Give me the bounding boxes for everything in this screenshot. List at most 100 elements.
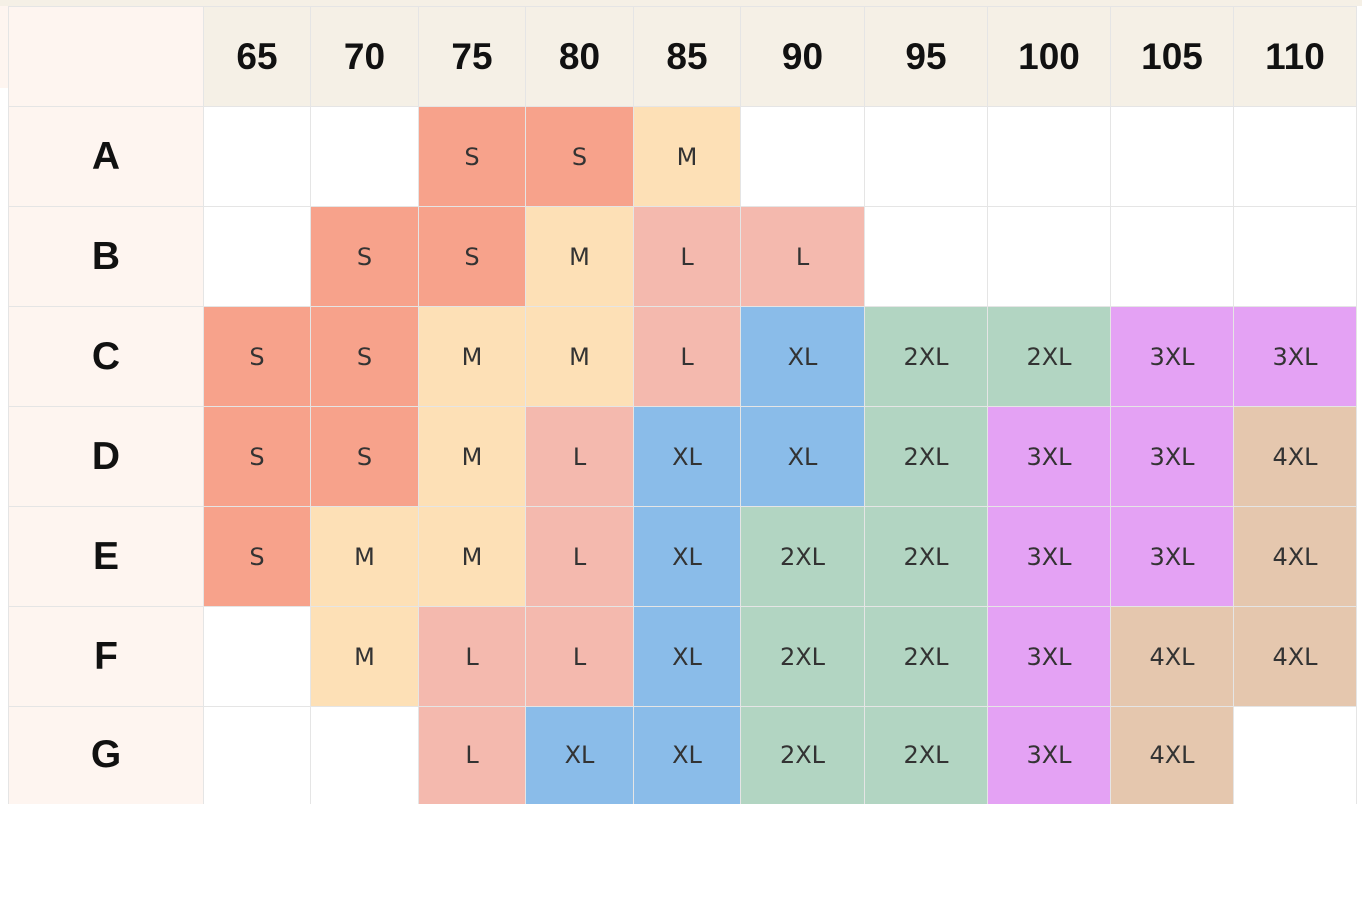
size-cell: [310, 706, 419, 804]
size-cell: S: [310, 306, 419, 407]
row-header-c: C: [8, 306, 204, 407]
size-cell: [864, 206, 988, 307]
size-cell: [310, 106, 419, 207]
row-header-b: B: [8, 206, 204, 307]
size-cell: M: [525, 306, 634, 407]
column-header-90: 90: [740, 6, 865, 107]
size-cell: [864, 106, 988, 207]
size-cell: S: [310, 206, 419, 307]
column-header-85: 85: [633, 6, 741, 107]
size-cell: M: [633, 106, 741, 207]
size-cell: 2XL: [740, 606, 865, 707]
size-cell: M: [310, 506, 419, 607]
size-cell: XL: [740, 406, 865, 507]
size-cell: L: [740, 206, 865, 307]
size-cell: 3XL: [987, 506, 1111, 607]
size-cell: L: [525, 506, 634, 607]
size-cell: [987, 206, 1111, 307]
size-cell: 4XL: [1110, 706, 1234, 804]
column-header-110: 110: [1233, 6, 1357, 107]
size-cell: [203, 706, 311, 804]
table-row: D S S M L XL XL 2XL 3XL 3XL 4XL: [8, 406, 1357, 507]
size-cell: S: [418, 206, 526, 307]
size-cell: S: [525, 106, 634, 207]
size-cell: S: [310, 406, 419, 507]
size-cell: XL: [633, 606, 741, 707]
column-header-100: 100: [987, 6, 1111, 107]
column-header-70: 70: [310, 6, 419, 107]
table-row: F M L L XL 2XL 2XL 3XL 4XL 4XL: [8, 606, 1357, 707]
size-cell: 3XL: [1110, 506, 1234, 607]
size-cell: 2XL: [864, 306, 988, 407]
size-cell: XL: [633, 706, 741, 804]
size-cell: L: [418, 706, 526, 804]
row-header-f: F: [8, 606, 204, 707]
table-body: A S S M B S S M L L C S S M M L XL 2XL 2XL 3XL 3XL D S S M L XL XL 2…: [8, 106, 1357, 804]
header-row: 65 70 75 80 85 90 95 100 105 110: [8, 6, 1357, 107]
left-strip: [0, 6, 8, 88]
size-cell: [740, 106, 865, 207]
size-cell: 4XL: [1233, 506, 1357, 607]
size-cell: L: [525, 406, 634, 507]
size-cell: [203, 606, 311, 707]
size-cell: S: [203, 406, 311, 507]
size-cell: 2XL: [864, 606, 988, 707]
size-cell: S: [203, 506, 311, 607]
row-header-g: G: [8, 706, 204, 804]
size-cell: S: [418, 106, 526, 207]
size-cell: L: [633, 206, 741, 307]
size-cell: [1233, 206, 1357, 307]
row-header-d: D: [8, 406, 204, 507]
size-cell: 3XL: [987, 706, 1111, 804]
size-cell: [203, 206, 311, 307]
size-cell: 3XL: [1233, 306, 1357, 407]
column-header-75: 75: [418, 6, 526, 107]
size-cell: L: [418, 606, 526, 707]
column-header-65: 65: [203, 6, 311, 107]
row-header-a: A: [8, 106, 204, 207]
size-cell: [1233, 706, 1357, 804]
column-header-95: 95: [864, 6, 988, 107]
table-row: G L XL XL 2XL 2XL 3XL 4XL: [8, 706, 1357, 804]
corner-cell: [8, 6, 204, 107]
column-header-80: 80: [525, 6, 634, 107]
size-cell: 2XL: [987, 306, 1111, 407]
size-cell: [1233, 106, 1357, 207]
size-cell: 4XL: [1110, 606, 1234, 707]
size-cell: 2XL: [864, 406, 988, 507]
size-cell: XL: [740, 306, 865, 407]
size-cell: 3XL: [1110, 306, 1234, 407]
size-cell: XL: [633, 406, 741, 507]
size-cell: S: [203, 306, 311, 407]
size-cell: XL: [633, 506, 741, 607]
size-cell: 3XL: [987, 406, 1111, 507]
size-cell: L: [525, 606, 634, 707]
size-cell: 2XL: [740, 706, 865, 804]
size-cell: 2XL: [864, 706, 988, 804]
size-cell: [1110, 206, 1234, 307]
table-row: C S S M M L XL 2XL 2XL 3XL 3XL: [8, 306, 1357, 407]
table-row: E S M M L XL 2XL 2XL 3XL 3XL 4XL: [8, 506, 1357, 607]
top-strip: [0, 0, 1362, 6]
size-cell: M: [418, 406, 526, 507]
size-cell: 4XL: [1233, 406, 1357, 507]
size-cell: M: [525, 206, 634, 307]
size-cell: M: [418, 306, 526, 407]
size-cell: 2XL: [864, 506, 988, 607]
size-cell: 4XL: [1233, 606, 1357, 707]
size-cell: [1110, 106, 1234, 207]
size-cell: 3XL: [1110, 406, 1234, 507]
size-cell: 2XL: [740, 506, 865, 607]
size-cell: L: [633, 306, 741, 407]
size-cell: XL: [525, 706, 634, 804]
row-header-e: E: [8, 506, 204, 607]
size-cell: [203, 106, 311, 207]
column-header-105: 105: [1110, 6, 1234, 107]
size-cell: [987, 106, 1111, 207]
size-cell: M: [310, 606, 419, 707]
size-cell: M: [418, 506, 526, 607]
